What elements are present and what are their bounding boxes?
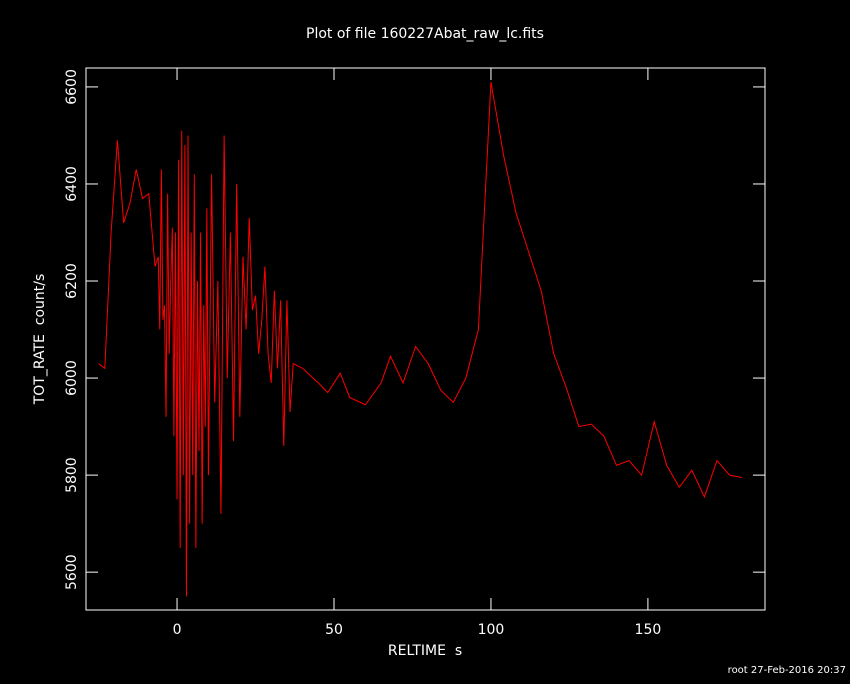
chart-title: Plot of file 160227Abat_raw_lc.fits <box>306 26 544 42</box>
x-tick-label: 100 <box>478 622 505 638</box>
y-tick-label: 5800 <box>64 457 80 493</box>
x-tick-label: 150 <box>635 622 662 638</box>
y-axis-label: TOT_RATE count/s <box>32 274 48 406</box>
y-tick-label: 5600 <box>64 554 80 590</box>
footer: root 27-Feb-2016 20:37 <box>728 665 846 676</box>
y-tick-label: 6600 <box>64 69 80 105</box>
x-tick-label: 50 <box>325 622 343 638</box>
x-tick-label: 0 <box>173 622 182 638</box>
y-tick-label: 6400 <box>64 166 80 202</box>
y-tick-label: 6000 <box>64 360 80 396</box>
plot-frame <box>85 67 766 611</box>
x-axis-label: RELTIME s <box>388 643 462 659</box>
y-tick-label: 6200 <box>64 263 80 299</box>
data-line <box>98 81 743 597</box>
